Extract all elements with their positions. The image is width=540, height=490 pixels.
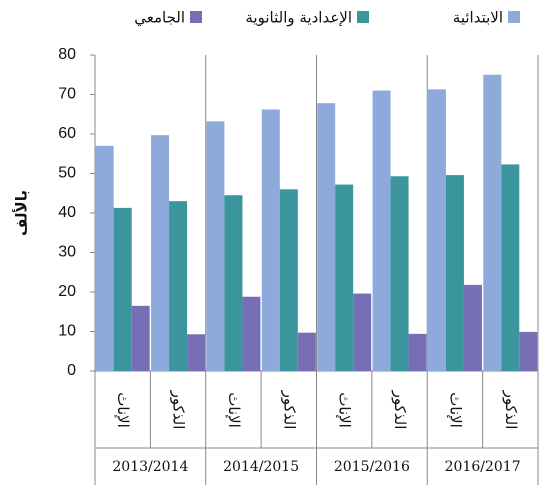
y-tick-label: 80 <box>58 46 76 63</box>
x-tick-label: الذكور <box>391 390 409 430</box>
y-tick-label: 0 <box>67 362 76 379</box>
x-tick-label: الإناث <box>446 392 464 428</box>
legend-label: الإعدادية والثانوية <box>245 9 352 27</box>
y-tick-label: 30 <box>58 244 76 261</box>
y-axis-label: بالألف <box>13 190 31 236</box>
bar <box>224 195 243 371</box>
x-tick-label: الذكور <box>280 390 298 430</box>
bar <box>501 164 520 371</box>
bar <box>206 121 225 371</box>
bar <box>408 333 427 371</box>
bar <box>427 89 446 372</box>
x-tick-label: الإناث <box>225 392 243 428</box>
y-tick-label: 70 <box>58 86 76 103</box>
group-label: 2014/2015 <box>223 459 299 475</box>
legend-swatch <box>190 11 202 23</box>
legend-label: الجامعي <box>134 9 185 28</box>
bar <box>169 201 188 371</box>
x-tick-label: الإناث <box>114 392 132 428</box>
bar <box>131 305 150 371</box>
group-label: 2015/2016 <box>334 459 410 475</box>
bar <box>151 135 170 371</box>
bar <box>297 332 316 371</box>
group-label: 2013/2014 <box>112 459 188 475</box>
bar <box>353 293 372 371</box>
y-tick-label: 40 <box>58 204 76 221</box>
y-tick-label: 50 <box>58 165 76 182</box>
bar <box>335 184 354 371</box>
x-tick-label: الذكور <box>502 390 520 430</box>
bar <box>372 90 391 372</box>
bar <box>113 207 132 371</box>
bar <box>317 103 336 371</box>
legend-swatch <box>508 11 520 23</box>
bar <box>261 109 280 371</box>
bar <box>483 74 502 371</box>
x-tick-label: الإناث <box>336 392 354 428</box>
bar <box>279 189 298 371</box>
legend-label: الابتدائية <box>453 9 503 27</box>
x-tick-label: الذكور <box>170 390 188 430</box>
bar <box>242 296 261 371</box>
bar <box>445 175 464 371</box>
y-tick-label: 60 <box>58 125 76 142</box>
bar <box>463 284 482 371</box>
legend-swatch <box>357 11 369 23</box>
bar <box>95 145 114 371</box>
y-tick-label: 10 <box>58 323 76 340</box>
bar <box>519 331 538 371</box>
y-tick-label: 20 <box>58 283 76 300</box>
group-label: 2016/2017 <box>445 459 521 475</box>
bar <box>390 176 409 371</box>
bar <box>187 334 206 371</box>
